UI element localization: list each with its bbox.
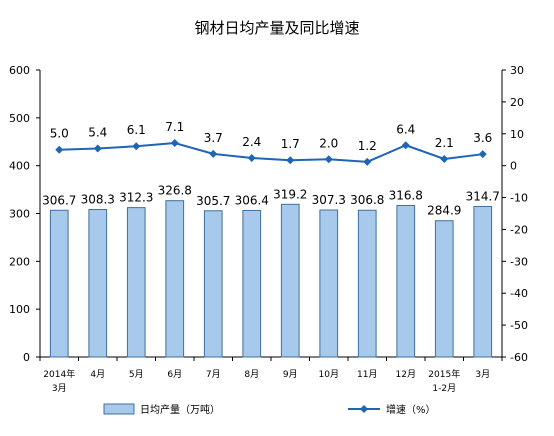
legend-line-label: 增速（%） — [386, 403, 436, 416]
legend-bar-swatch — [103, 403, 135, 415]
chart-title: 钢材日均产量及同比增速 — [194, 19, 359, 37]
growth-point — [55, 145, 64, 154]
y-left-tick-label: 300 — [9, 208, 30, 221]
bar-value-label: 284.9 — [427, 204, 461, 218]
growth-value-label: 1.7 — [281, 137, 300, 151]
bar-value-label: 308.3 — [81, 193, 115, 207]
y-right-tick-label: 30 — [510, 64, 524, 77]
y-left-tick-label: 500 — [9, 112, 30, 125]
growth-value-label: 6.4 — [396, 122, 415, 136]
growth-point — [324, 155, 333, 164]
x-tick-label: 3月 — [52, 383, 67, 394]
growth-point — [440, 154, 449, 163]
growth-point — [209, 149, 218, 158]
growth-point — [132, 142, 141, 151]
x-tick-label: 9月 — [283, 369, 298, 380]
growth-point — [247, 154, 256, 163]
y-right-tick-label: 10 — [510, 128, 524, 141]
legend-bar-label: 日均产量（万吨） — [140, 403, 220, 416]
y-left-tick-label: 100 — [9, 303, 30, 316]
growth-value-label: 1.2 — [358, 139, 377, 153]
growth-point — [363, 157, 372, 166]
y-right-tick-label: -50 — [510, 319, 528, 332]
x-tick-label: 8月 — [244, 369, 259, 380]
bar — [357, 209, 377, 358]
y-left-tick-label: 600 — [9, 64, 30, 77]
y-left-tick-label: 200 — [9, 255, 30, 268]
x-tick-label: 10月 — [319, 369, 339, 380]
x-tick-label: 5月 — [129, 369, 144, 380]
bar-value-label: 306.8 — [350, 193, 384, 207]
bar — [396, 204, 416, 358]
bar — [203, 210, 223, 358]
bar-value-label: 306.4 — [235, 193, 269, 207]
bar-value-label: 319.2 — [273, 187, 307, 201]
growth-value-label: 2.1 — [435, 136, 454, 150]
y-right-tick-label: -20 — [510, 223, 528, 236]
x-tick-label: 6月 — [167, 369, 182, 380]
x-tick-label: 7月 — [206, 369, 221, 380]
bar — [126, 207, 146, 358]
growth-point — [401, 141, 410, 150]
x-tick-label: 1-2月 — [432, 383, 456, 394]
growth-value-label: 7.1 — [165, 120, 184, 134]
bar — [280, 203, 300, 358]
bar-value-label: 307.3 — [312, 193, 346, 207]
bar-value-label: 306.7 — [42, 193, 76, 207]
growth-line — [59, 142, 483, 163]
bar — [473, 205, 493, 358]
x-tick-label: 11月 — [357, 369, 377, 380]
growth-point — [286, 156, 295, 165]
bar — [88, 209, 108, 358]
x-tick-label: 2014年 — [43, 368, 75, 380]
growth-value-label: 5.0 — [50, 127, 69, 141]
y-right-tick-label: 0 — [510, 160, 517, 173]
growth-point — [478, 150, 487, 159]
y-right-tick-label: -40 — [510, 287, 528, 300]
bar-value-label: 316.8 — [389, 188, 423, 202]
growth-value-label: 2.4 — [242, 135, 261, 149]
legend-line-marker — [360, 405, 368, 413]
growth-value-label: 6.1 — [127, 123, 146, 137]
growth-value-label: 2.0 — [319, 136, 338, 150]
bar — [49, 209, 69, 358]
growth-value-label: 3.6 — [473, 131, 492, 145]
bar-value-label: 326.8 — [158, 184, 192, 198]
x-tick-label: 12月 — [396, 369, 416, 380]
bar-value-label: 314.7 — [466, 189, 500, 203]
y-right-tick-label: -60 — [510, 351, 528, 364]
growth-value-label: 3.7 — [204, 131, 223, 145]
y-left-tick-label: 400 — [9, 160, 30, 173]
bar — [165, 200, 185, 358]
y-left-tick-label: 0 — [23, 351, 30, 364]
bar-value-label: 305.7 — [196, 194, 230, 208]
x-tick-label: 2015年 — [428, 368, 460, 380]
bar — [319, 209, 339, 358]
bar-value-label: 312.3 — [119, 191, 153, 205]
bar — [434, 220, 454, 358]
bar — [242, 209, 262, 358]
growth-value-label: 5.4 — [88, 125, 107, 139]
y-right-tick-label: -10 — [510, 192, 528, 205]
growth-point — [93, 144, 102, 153]
growth-point — [170, 139, 179, 148]
x-tick-label: 3月 — [475, 369, 490, 380]
y-right-tick-label: 20 — [510, 96, 524, 109]
y-right-tick-label: -30 — [510, 255, 528, 268]
x-tick-label: 4月 — [90, 369, 105, 380]
